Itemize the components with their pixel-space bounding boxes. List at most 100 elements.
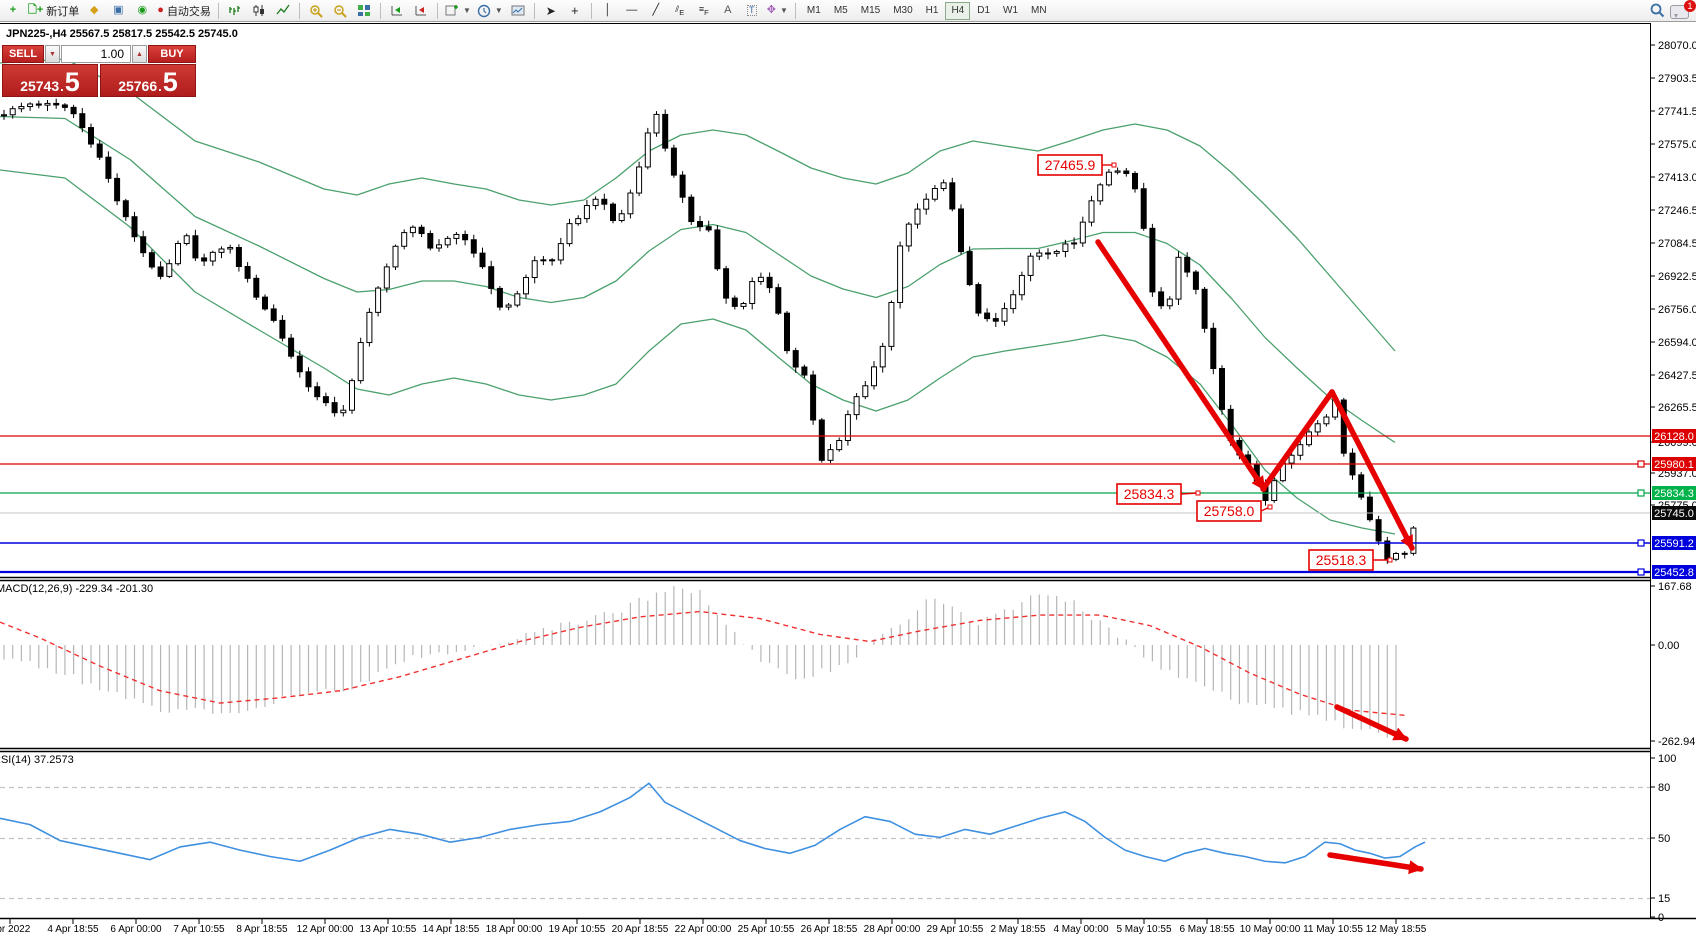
zoom-out-button[interactable] bbox=[329, 2, 351, 20]
svg-text:27741.5: 27741.5 bbox=[1658, 106, 1696, 118]
sell-button[interactable]: SELL bbox=[2, 45, 44, 63]
timeframe-h4[interactable]: H4 bbox=[945, 1, 971, 20]
bar-chart-icon bbox=[229, 6, 240, 15]
time-axis-label: 10 May 00:00 bbox=[1240, 924, 1301, 935]
autotrade-button[interactable]: ● 自动交易 bbox=[155, 2, 213, 20]
tile-windows-icon bbox=[357, 5, 370, 16]
time-axis-label: 4 Apr 18:55 bbox=[47, 924, 99, 935]
time-axis-label: 25 Apr 10:55 bbox=[738, 924, 795, 935]
toolbar-separator bbox=[217, 2, 219, 19]
svg-text:27084.5: 27084.5 bbox=[1658, 238, 1696, 250]
price-callout bbox=[1196, 500, 1262, 522]
notification-badge: 1 bbox=[1684, 0, 1696, 12]
time-axis-label: 6 May 18:55 bbox=[1179, 924, 1234, 935]
time-axis-label: 22 Apr 00:00 bbox=[675, 924, 732, 935]
search-button[interactable] bbox=[1646, 2, 1668, 20]
time-axis-label: 28 Apr 00:00 bbox=[864, 924, 921, 935]
cleanup-button[interactable]: ◆ bbox=[83, 2, 105, 20]
buy-price-display[interactable]: 25766. 5 bbox=[100, 64, 196, 97]
notifications-button[interactable]: 1 bbox=[1670, 0, 1696, 20]
trend-arrows[interactable] bbox=[1095, 239, 1424, 875]
signal-icon: ◉ bbox=[137, 4, 148, 16]
svg-text:27465.9: 27465.9 bbox=[1045, 157, 1096, 173]
toolbar-separator bbox=[590, 2, 592, 19]
crosshair-tool-button[interactable]: + bbox=[564, 2, 586, 20]
equidistant-channel-icon: ⫽E bbox=[675, 3, 685, 17]
candle-chart-mode-button[interactable] bbox=[248, 2, 270, 20]
market-watch-button[interactable]: ▣ bbox=[107, 2, 129, 20]
time-axis-label: 2 May 18:55 bbox=[990, 924, 1045, 935]
cursor-tool-button[interactable]: ➤ bbox=[540, 2, 562, 20]
timeframe-m30[interactable]: M30 bbox=[893, 5, 913, 16]
buy-price-pip: 5 bbox=[162, 67, 178, 97]
clipped-toolbar-icon[interactable]: + bbox=[9, 4, 17, 16]
svg-text:167.68: 167.68 bbox=[1658, 581, 1692, 593]
text-tool-button[interactable]: A bbox=[717, 2, 739, 20]
trend-arrow bbox=[1095, 239, 1267, 492]
shapes-tool-button[interactable]: ✥ ▼ bbox=[765, 2, 790, 20]
svg-text:25745.0: 25745.0 bbox=[1654, 508, 1694, 520]
new-order-button[interactable]: 🗋+ 新订单 bbox=[26, 2, 81, 20]
chart-shift-button[interactable] bbox=[410, 2, 432, 20]
svg-text:-262.94: -262.94 bbox=[1658, 736, 1695, 748]
svg-text:0.00: 0.00 bbox=[1658, 640, 1679, 652]
fibonacci-tool-button[interactable]: ≡F bbox=[693, 2, 715, 20]
bar-chart-mode-button[interactable] bbox=[224, 2, 246, 20]
timeframe-w1[interactable]: W1 bbox=[1003, 5, 1019, 16]
time-axis-label: 29 Apr 10:55 bbox=[927, 924, 984, 935]
label-tool-button[interactable]: T bbox=[741, 2, 763, 20]
template-icon bbox=[511, 5, 525, 16]
indicators-button[interactable]: ▼ bbox=[443, 2, 473, 20]
zoom-in-button[interactable] bbox=[305, 2, 327, 20]
timeframe-m1[interactable]: M1 bbox=[806, 5, 821, 16]
volume-increase-button[interactable]: ▲ bbox=[132, 45, 147, 63]
buy-button[interactable]: BUY bbox=[148, 45, 196, 63]
time-axis-label: 26 Apr 18:55 bbox=[801, 924, 858, 935]
svg-text:25518.3: 25518.3 bbox=[1316, 552, 1367, 568]
svg-text:26756.0: 26756.0 bbox=[1658, 304, 1696, 316]
time-axis-label: 7 Apr 10:55 bbox=[173, 924, 225, 935]
arrows-shapes-icon: ✥ bbox=[766, 4, 776, 16]
periods-button[interactable]: ▼ bbox=[475, 2, 505, 20]
price-callout bbox=[1037, 154, 1103, 176]
timeframe-m5[interactable]: M5 bbox=[833, 5, 848, 16]
timeframe-mn[interactable]: MN bbox=[1031, 5, 1047, 16]
auto-scroll-button[interactable] bbox=[386, 2, 408, 20]
sell-price-display[interactable]: 25743. 5 bbox=[2, 64, 98, 97]
sell-price-pip: 5 bbox=[64, 67, 80, 97]
svg-text:50: 50 bbox=[1658, 833, 1670, 845]
volume-input[interactable] bbox=[61, 45, 131, 63]
price-callouts[interactable]: 27465.9 25834.3 25758.0 25518.3 bbox=[1037, 154, 1393, 571]
buy-price-main: 25766 bbox=[118, 78, 158, 94]
horizontal-line-tool-button[interactable]: — bbox=[621, 2, 643, 20]
tile-windows-button[interactable] bbox=[353, 2, 375, 20]
signals-button[interactable]: ◉ bbox=[131, 2, 153, 20]
trendline-icon: ╱ bbox=[652, 4, 660, 16]
timeframe-d1[interactable]: D1 bbox=[977, 5, 991, 16]
trendline-tool-button[interactable]: ╱ bbox=[645, 2, 667, 20]
chart-shift-icon bbox=[415, 6, 426, 16]
time-axis-label: 13 Apr 10:55 bbox=[360, 924, 417, 935]
time-axis-label: 8 Apr 18:55 bbox=[236, 924, 288, 935]
timeframe-h1[interactable]: H1 bbox=[925, 5, 939, 16]
volume-decrease-button[interactable]: ▼ bbox=[45, 45, 60, 63]
channel-tool-button[interactable]: ⫽E bbox=[669, 2, 691, 20]
svg-text:27903.5: 27903.5 bbox=[1658, 73, 1696, 85]
clock-icon bbox=[477, 4, 491, 17]
svg-text:28070.0: 28070.0 bbox=[1658, 40, 1696, 52]
timeframe-m15[interactable]: M15 bbox=[860, 5, 881, 16]
zoom-in-icon bbox=[310, 4, 323, 18]
vertical-line-tool-button[interactable]: │ bbox=[597, 2, 619, 20]
vertical-line-icon: │ bbox=[604, 4, 612, 16]
templates-button[interactable] bbox=[507, 2, 529, 20]
horizontal-level-lines[interactable] bbox=[0, 435, 1650, 576]
line-chart-mode-button[interactable] bbox=[272, 2, 294, 20]
chevron-down-icon: ▼ bbox=[462, 6, 471, 15]
time-axis-label: 5 May 10:55 bbox=[1116, 924, 1171, 935]
svg-text:0: 0 bbox=[1658, 912, 1664, 924]
trend-arrow bbox=[1327, 852, 1424, 875]
sell-price-dot: . bbox=[60, 79, 64, 94]
svg-text:25452.8: 25452.8 bbox=[1654, 567, 1694, 579]
